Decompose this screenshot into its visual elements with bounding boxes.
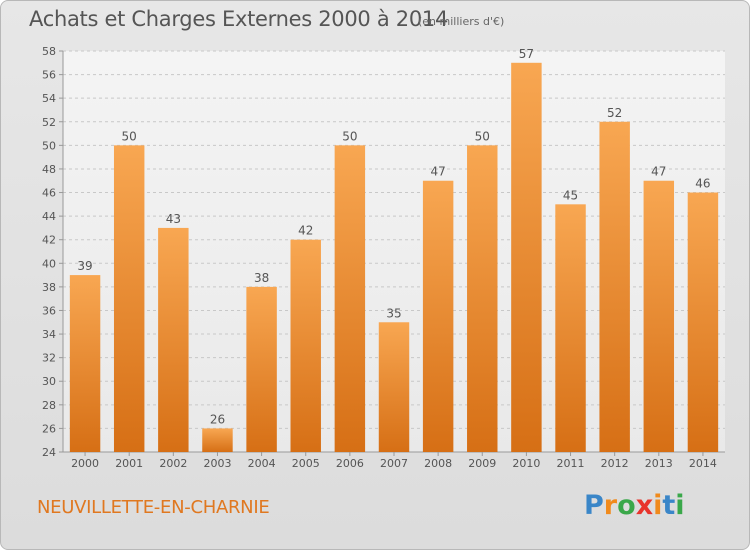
x-tick-label: 2010	[512, 457, 540, 470]
y-tick-label: 44	[42, 210, 56, 223]
y-tick-label: 40	[42, 257, 56, 270]
x-tick-label: 2001	[115, 457, 143, 470]
bar	[643, 180, 675, 452]
data-label: 43	[166, 212, 181, 226]
chart-subtitle: (en milliers d'€)	[418, 15, 505, 28]
commune-name: NEUVILLETTE-EN-CHARNIE	[37, 497, 270, 518]
bar	[378, 322, 410, 452]
bar	[113, 145, 145, 452]
y-tick-label: 30	[42, 375, 56, 388]
data-label: 50	[342, 129, 357, 143]
y-tick-label: 46	[42, 187, 56, 200]
y-tick-label: 42	[42, 234, 56, 247]
y-tick-label: 24	[42, 446, 56, 459]
x-tick-label: 2011	[557, 457, 585, 470]
logo-letter: r	[603, 490, 618, 521]
chart-title: Achats et Charges Externes 2000 à 2014	[29, 7, 449, 31]
y-tick-label: 36	[42, 304, 56, 317]
data-label: 39	[77, 259, 92, 273]
x-tick-label: 2013	[645, 457, 673, 470]
data-label: 42	[298, 224, 313, 238]
x-tick-label: 2008	[424, 457, 452, 470]
y-tick-label: 26	[42, 422, 56, 435]
bar	[334, 145, 366, 452]
logo-letter: o	[617, 490, 636, 521]
y-tick-label: 38	[42, 281, 56, 294]
data-label: 45	[563, 188, 578, 202]
logo-letter: t	[662, 490, 676, 521]
data-label: 47	[651, 165, 666, 179]
x-tick-label: 2009	[468, 457, 496, 470]
x-tick-label: 2000	[71, 457, 99, 470]
x-tick-label: 2006	[336, 457, 364, 470]
x-tick-label: 2002	[159, 457, 187, 470]
y-tick-label: 28	[42, 399, 56, 412]
proxiti-logo: Proxiti	[584, 490, 685, 521]
bar	[202, 428, 233, 452]
y-tick-label: 50	[42, 139, 56, 152]
y-tick-label: 54	[42, 92, 56, 105]
data-label: 46	[695, 177, 710, 191]
data-label: 38	[254, 271, 269, 285]
x-tick-label: 2004	[248, 457, 276, 470]
x-tick-label: 2012	[601, 457, 629, 470]
y-tick-label: 56	[42, 69, 56, 82]
bar	[467, 145, 498, 452]
bar	[246, 286, 277, 452]
y-tick-label: 32	[42, 352, 56, 365]
bar	[422, 180, 454, 452]
bar	[290, 239, 321, 452]
logo-letter: i	[653, 490, 663, 521]
bar	[511, 62, 542, 452]
data-label: 50	[122, 129, 137, 143]
y-tick-label: 52	[42, 116, 56, 129]
logo-letter: x	[635, 490, 654, 521]
x-tick-label: 2003	[203, 457, 231, 470]
x-tick-label: 2014	[689, 457, 717, 470]
x-tick-label: 2005	[292, 457, 320, 470]
data-label: 26	[210, 412, 225, 426]
data-label: 52	[607, 106, 622, 120]
logo-letter: P	[584, 490, 604, 521]
y-tick-label: 34	[42, 328, 56, 341]
x-tick-label: 2007	[380, 457, 408, 470]
data-label: 57	[519, 47, 534, 61]
bar	[687, 192, 719, 452]
y-tick-label: 48	[42, 163, 56, 176]
bar	[599, 121, 630, 452]
bar	[69, 275, 101, 452]
data-label: 47	[430, 165, 445, 179]
data-label: 35	[386, 306, 401, 320]
data-label: 50	[475, 129, 490, 143]
bar	[555, 204, 586, 452]
logo-letter: i	[675, 490, 685, 521]
bar	[158, 227, 189, 452]
y-tick-label: 58	[42, 45, 56, 58]
